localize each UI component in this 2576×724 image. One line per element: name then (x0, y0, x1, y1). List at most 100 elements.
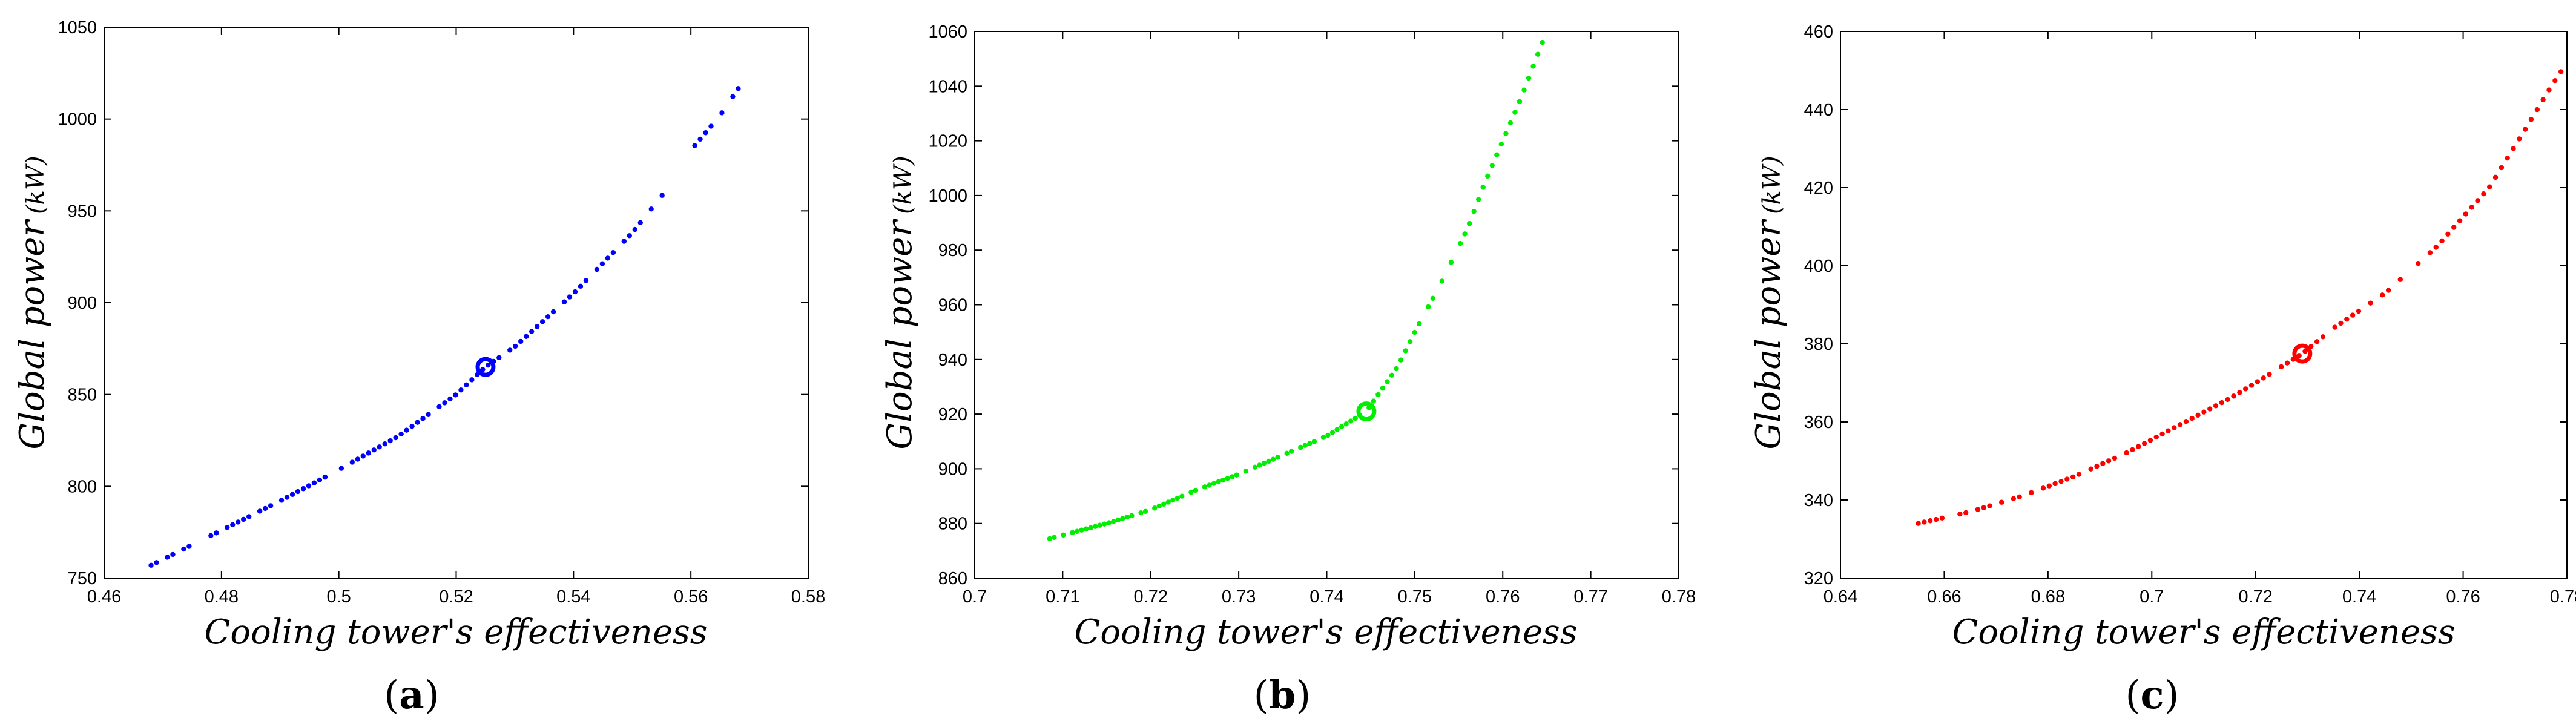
data-point-a (464, 382, 469, 388)
ticks-b: 0.7 0.71 0.72 0.73 0.74 0.75 0.76 0.77 0.78 860 88… (928, 22, 1696, 607)
data-point-c (2261, 375, 2266, 381)
data-point-b (1284, 450, 1290, 456)
data-point-c (2451, 225, 2457, 230)
y-axis-unit-a: (kW) (22, 156, 50, 214)
data-point-b (1193, 487, 1199, 493)
data-point-a (719, 110, 725, 116)
data-point-c (2106, 458, 2112, 464)
x-tick-label-b: 0.72 (1134, 587, 1168, 607)
data-point-a (295, 489, 301, 495)
data-point-a (529, 329, 535, 334)
data-point-c (2350, 312, 2356, 318)
data-point-a (278, 498, 285, 503)
data-point-c (2522, 127, 2528, 132)
data-point-c (2195, 412, 2201, 418)
data-point-a (415, 420, 420, 425)
data-point-a (148, 562, 154, 568)
data-point-a (507, 347, 513, 353)
data-point-c (1933, 516, 1939, 522)
y-axis-label-group-a: Global power (kW) (13, 156, 52, 449)
data-point-a (426, 412, 431, 417)
y-tick-label-b: 900 (938, 459, 967, 479)
x-axis-label-a: Cooling tower's effectiveness (204, 613, 707, 652)
data-point-a (208, 533, 214, 539)
data-point-a (366, 450, 371, 456)
x-tick-label-b: 0.74 (1309, 587, 1343, 607)
data-point-c (2397, 277, 2403, 282)
data-point-b (1289, 449, 1294, 454)
data-point-b (1398, 357, 1404, 363)
y-tick-label-c: 440 (1804, 100, 1833, 120)
data-point-a (518, 338, 524, 344)
data-point-b (1083, 526, 1089, 531)
y-tick-label-a: 800 (68, 477, 97, 496)
data-point-b (1466, 220, 1472, 226)
data-point-b (1302, 443, 1308, 448)
data-point-b (1389, 372, 1395, 378)
x-tick-label-c: 0.72 (2238, 587, 2272, 607)
data-point-b (1138, 510, 1144, 516)
data-point-c (2255, 379, 2261, 384)
highlight-point-a (475, 357, 496, 377)
data-point-b (1507, 120, 1514, 126)
data-point-b (1174, 495, 1181, 501)
data-point-c (2040, 485, 2046, 491)
data-point-c (2052, 481, 2058, 487)
data-point-b (1489, 163, 1495, 168)
data-point-b (1120, 516, 1125, 521)
data-point-b (1307, 441, 1313, 446)
data-point-c (2237, 390, 2242, 395)
data-point-a (311, 480, 317, 485)
data-point-a (300, 486, 306, 492)
data-point-b (1343, 421, 1349, 427)
data-point-b (1275, 455, 1280, 460)
y-tick-label-b: 860 (938, 569, 967, 588)
data-point-b (1243, 469, 1249, 474)
data-point-c (2207, 406, 2213, 412)
data-point-a (257, 508, 263, 514)
data-point-a (534, 324, 540, 329)
data-point-a (632, 226, 637, 232)
data-point-b (1142, 508, 1148, 515)
data-point-a (480, 367, 486, 372)
y-tick-label-c: 380 (1804, 335, 1833, 354)
y-axis-unit-c: (kW) (1758, 156, 1786, 214)
data-point-c (1975, 507, 1981, 512)
data-point-a (583, 278, 589, 283)
data-point-b (1052, 535, 1057, 540)
data-point-c (2302, 349, 2308, 354)
data-point-b (1375, 392, 1381, 398)
x-tick-label-c: 0.76 (2446, 587, 2480, 607)
data-point-c (2368, 300, 2373, 306)
data-point-a (572, 289, 578, 295)
data-point-a (377, 444, 382, 450)
data-point-b (1179, 493, 1185, 499)
data-point-c (1939, 515, 1945, 521)
data-point-c (2481, 191, 2486, 197)
data-point-c (1928, 518, 1933, 524)
data-point-b (1106, 520, 1112, 525)
x-tick-label-a: 0.52 (439, 587, 473, 607)
y-tick-label-b: 960 (938, 296, 967, 315)
data-point-c (2088, 466, 2093, 472)
data-point-b (1394, 366, 1399, 372)
data-point-a (306, 483, 312, 489)
data-point-a (550, 309, 556, 315)
data-point-a (355, 456, 360, 462)
data-point-b (1371, 398, 1377, 404)
data-point-c (2166, 428, 2171, 433)
y-axis-label-a: Global power (13, 219, 52, 450)
data-point-b (1129, 513, 1135, 519)
data-point-b (1439, 278, 1445, 284)
data-point-a (545, 314, 551, 320)
data-point-a (659, 193, 665, 199)
data-point-a (246, 514, 252, 519)
x-tick-label-a: 0.5 (327, 587, 351, 607)
plot-frame-a (104, 27, 809, 579)
highlight-point-c (2292, 343, 2313, 364)
x-tick-label-c: 0.74 (2342, 587, 2376, 607)
data-point-a (594, 266, 600, 272)
data-point-a (170, 551, 176, 558)
data-point-b (1170, 498, 1176, 503)
data-point-b (1380, 386, 1386, 391)
